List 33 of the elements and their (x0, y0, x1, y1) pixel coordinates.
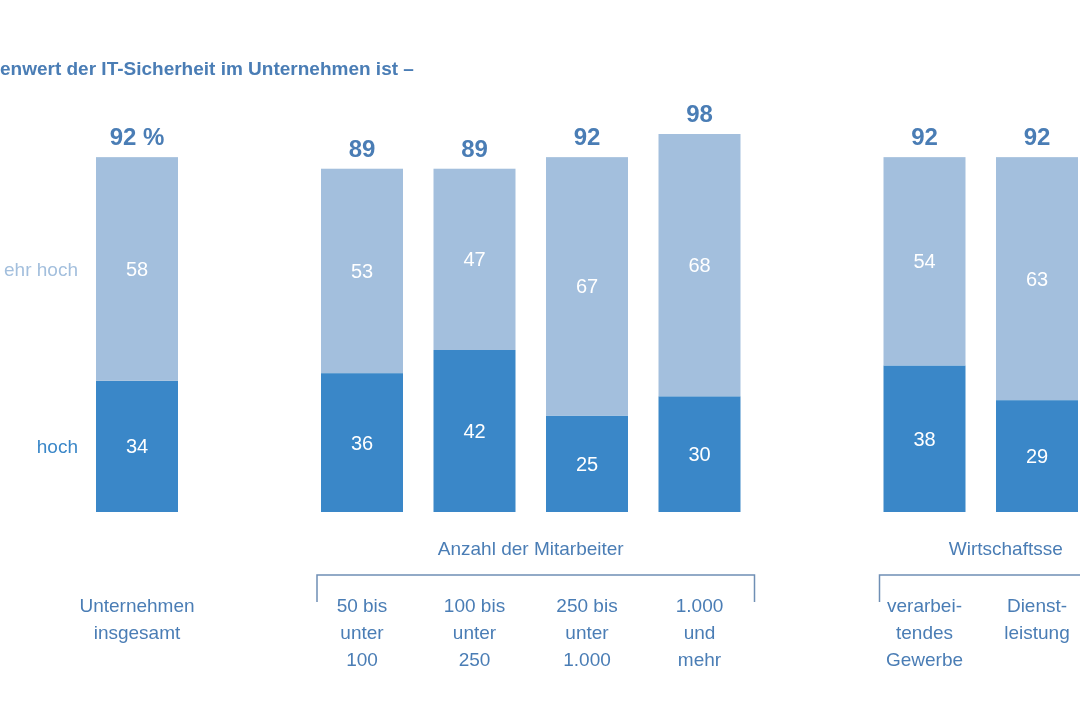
total-label: 92 (1023, 123, 1051, 151)
data-label: 29 (1025, 445, 1049, 468)
data-label: 63 (1025, 267, 1049, 290)
data-label: 54 (913, 250, 936, 273)
x-tick-label: 1.000 und mehr (675, 595, 724, 670)
chart-title: enwert der IT-Sicherheit im Unternehmen ist – (0, 58, 414, 79)
data-label: 68 (688, 254, 711, 277)
data-label: 53 (350, 259, 374, 282)
data-label: 38 (913, 427, 936, 450)
x-tick-label: verarbei- tendes Gewerbe (885, 595, 964, 670)
text: Wirtschaftsse (948, 538, 1063, 559)
data-label: 42 (463, 420, 486, 442)
data-label: 30 (688, 443, 711, 466)
x-tick-label: 50 bis unter 100 (336, 595, 388, 670)
x-tick-label: 250 bis unter 1.000 (556, 595, 618, 670)
data-label: 58 (125, 258, 149, 280)
series-label: ehr hoch (4, 259, 78, 280)
total-label: 89 (461, 134, 488, 162)
data-label: 25 (575, 452, 599, 475)
total-label: 92 % (109, 123, 165, 151)
data-label: 36 (350, 431, 374, 454)
series-label: hoch (36, 436, 78, 458)
total-label: 92 (573, 123, 601, 151)
data-label: 67 (575, 275, 599, 298)
text: Anzahl der Mitarbeiter (437, 538, 625, 559)
data-label: 47 (463, 248, 486, 271)
x-tick-label: Unternehmen insgesamt (79, 595, 195, 643)
x-tick-label: Dienst- leistung (1004, 595, 1070, 643)
total-label: 89 (348, 134, 376, 162)
total-label: 92 (911, 123, 938, 151)
total-label: 98 (686, 100, 713, 127)
x-tick-label: 100 bis unter 250 (443, 595, 506, 670)
data-label: 34 (125, 435, 149, 458)
